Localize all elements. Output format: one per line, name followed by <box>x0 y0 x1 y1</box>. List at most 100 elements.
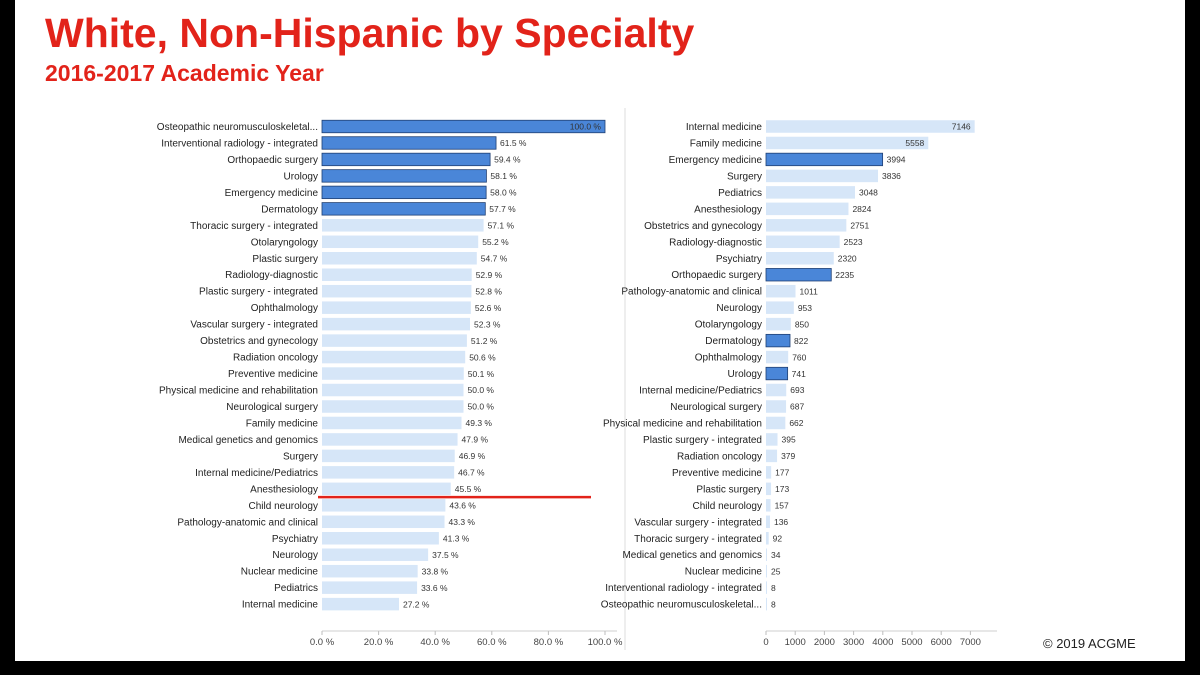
data-label: 50.1 % <box>468 369 495 379</box>
bar <box>766 515 770 529</box>
x-tick-label: 7000 <box>960 637 981 648</box>
category-label: Medical genetics and genomics <box>622 550 762 561</box>
bar <box>322 466 455 479</box>
data-label: 25 <box>771 566 781 576</box>
bar <box>766 400 787 413</box>
bar <box>766 317 791 331</box>
category-label: Surgery <box>727 171 762 182</box>
x-tick-label: 40.0 % <box>420 637 450 648</box>
bar <box>321 119 606 134</box>
count-bar-chart: 0 1000 2000 3000 4000 5000 6000 7000 Internal me… <box>601 120 997 648</box>
category-label: Vascular surgery - integrated <box>634 517 762 528</box>
category-label: Emergency medicine <box>669 155 763 166</box>
bar <box>765 333 791 348</box>
category-label: Physical medicine and rehabilitation <box>603 418 762 429</box>
category-label: Child neurology <box>249 501 319 512</box>
category-label: Plastic surgery <box>696 484 762 495</box>
bar <box>322 301 471 314</box>
category-label: Obstetrics and gynecology <box>200 336 318 347</box>
category-label: Anesthesiology <box>250 484 318 495</box>
category-label: Otolaryngology <box>251 237 318 248</box>
bar <box>322 400 464 413</box>
x-tick-label: 100.0 % <box>588 637 623 648</box>
category-label: Family medicine <box>246 418 319 429</box>
bar <box>766 301 794 314</box>
x-tick-label: 80.0 % <box>534 637 564 648</box>
x-tick-label: 0 <box>763 637 768 648</box>
bar <box>322 449 455 463</box>
bar <box>322 548 429 561</box>
data-label: 52.6 % <box>475 303 502 313</box>
bar <box>766 383 787 397</box>
data-label: 822 <box>794 336 808 346</box>
data-label: 177 <box>775 468 789 478</box>
bar <box>766 169 879 183</box>
bar <box>321 136 497 150</box>
category-label: Otolaryngology <box>695 320 762 331</box>
category-label: Interventional radiology - integrated <box>161 138 318 149</box>
bar <box>765 268 832 282</box>
category-label: Orthopaedic surgery <box>227 155 318 166</box>
bar <box>766 482 772 496</box>
x-tick-label: 3000 <box>843 637 864 648</box>
data-label: 3836 <box>882 171 901 181</box>
x-tick-label: 1000 <box>785 637 806 648</box>
bar <box>766 350 789 364</box>
data-label: 59.4 % <box>494 155 521 165</box>
bar <box>322 482 451 496</box>
bar <box>766 186 856 199</box>
category-label: Radiation oncology <box>677 451 762 462</box>
x-tick-label: 4000 <box>872 637 893 648</box>
data-label: 2235 <box>835 270 854 280</box>
bar <box>321 202 486 216</box>
data-label: 49.3 % <box>466 418 493 428</box>
data-label: 47.9 % <box>462 435 489 445</box>
x-tick-label: 5000 <box>901 637 922 648</box>
x-tick-label: 20.0 % <box>364 637 394 648</box>
data-label: 46.9 % <box>459 451 486 461</box>
bar <box>765 366 789 381</box>
category-label: Plastic surgery <box>252 254 318 265</box>
bar <box>322 383 464 397</box>
slide-subtitle: 2016-2017 Academic Year <box>45 60 324 86</box>
data-label: 46.7 % <box>458 468 485 478</box>
category-label: Obstetrics and gynecology <box>644 221 762 232</box>
category-label: Radiology-diagnostic <box>225 270 318 281</box>
x-tick-label: 6000 <box>931 637 952 648</box>
percent-bar-chart: 0.0 % 20.0 % 40.0 % 60.0 % 80.0 % 100.0 % Oste… <box>157 119 623 648</box>
bar <box>766 548 767 561</box>
bar <box>322 317 471 331</box>
data-label: 43.3 % <box>449 517 476 527</box>
bar <box>322 581 418 594</box>
bar <box>322 252 477 265</box>
data-label: 693 <box>790 385 804 395</box>
category-label: Ophthalmology <box>251 303 318 314</box>
bar <box>322 433 458 446</box>
data-label: 3994 <box>887 155 906 165</box>
bar <box>766 416 786 430</box>
data-label: 34 <box>771 550 781 560</box>
bar <box>766 449 778 463</box>
bar <box>321 185 487 200</box>
category-label: Neurology <box>272 550 318 561</box>
data-label: 92 <box>773 533 783 543</box>
data-label: 379 <box>781 451 795 461</box>
data-label: 51.2 % <box>471 336 498 346</box>
bar <box>321 152 491 167</box>
data-label: 52.8 % <box>475 286 502 296</box>
data-label: 136 <box>774 517 788 527</box>
bar <box>322 564 418 578</box>
bar <box>322 367 464 380</box>
data-label: 7146 <box>952 122 971 132</box>
category-label: Radiation oncology <box>233 353 318 364</box>
data-label: 27.2 % <box>403 599 430 609</box>
bar <box>766 284 796 298</box>
data-label: 2523 <box>844 237 863 247</box>
data-label: 157 <box>775 501 789 511</box>
data-label: 3048 <box>859 188 878 198</box>
data-label: 45.5 % <box>455 484 482 494</box>
bar <box>766 466 772 479</box>
category-label: Thoracic surgery - integrated <box>190 221 318 232</box>
bar <box>322 532 439 545</box>
